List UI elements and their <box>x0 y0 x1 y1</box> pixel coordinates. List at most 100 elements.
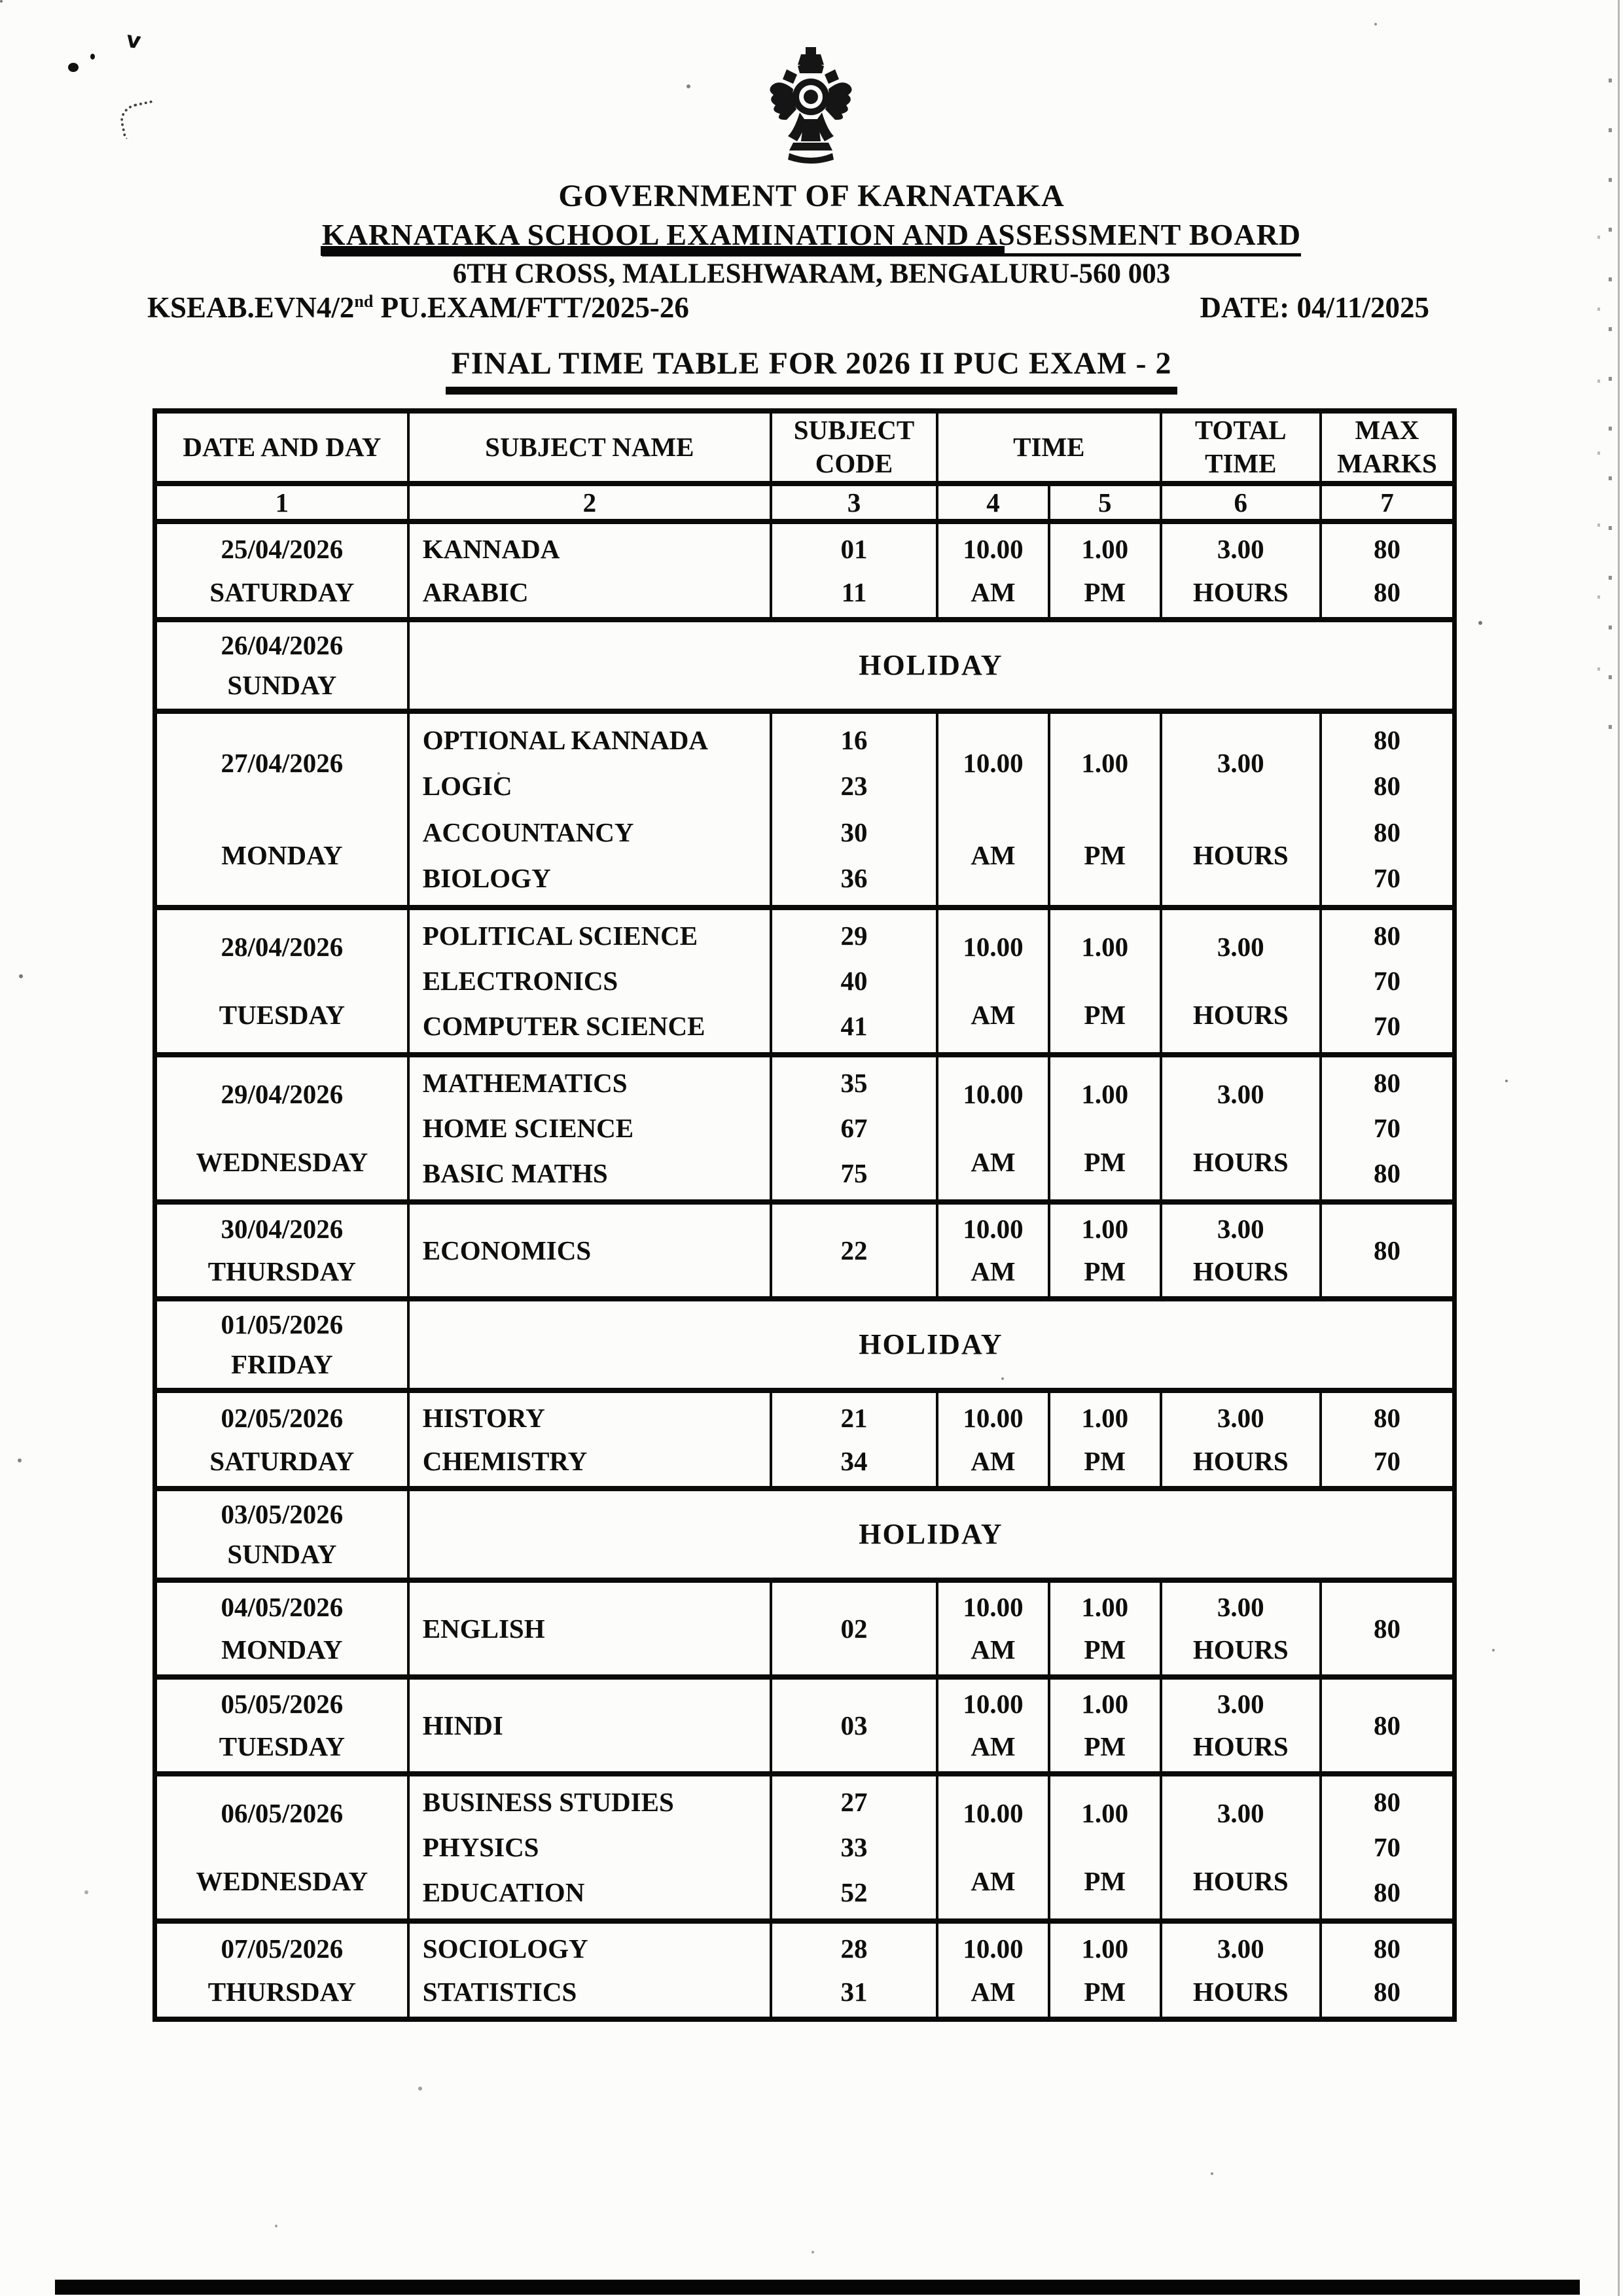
subject-name-cell: HINDI <box>406 1674 772 1776</box>
time-start-cell-line: 10.00 <box>963 1214 1024 1244</box>
scan-speck: v <box>124 26 143 55</box>
subject-name: ENGLISH <box>422 1613 545 1644</box>
subject-name-stack: HISTORY CHEMISTRY <box>410 1396 770 1483</box>
total-time-cell-line: 3.00 <box>1217 1214 1264 1244</box>
max-marks-cell: 80 <box>1319 1199 1456 1301</box>
issue-date: DATE: 04/11/2025 <box>1200 291 1429 324</box>
subject-code-stack: 28 31 <box>772 1927 936 2013</box>
table-row: 01/05/2026 FRIDAY HOLIDAY <box>153 1296 1456 1393</box>
time-end-cell-line: 1.00 <box>1081 932 1129 963</box>
day-value: SUNDAY <box>227 1539 337 1569</box>
time-start-cell: 10.00 AM <box>936 1199 1050 1301</box>
subject-code: 41 <box>840 1011 868 1041</box>
date-day-stack: 01/05/2026 FRIDAY <box>157 1305 407 1385</box>
total-time-cell-stack: 3.00 HOURS <box>1162 1927 1319 2013</box>
total-time-cell-stack: 3.00 HOURS <box>1162 913 1319 1049</box>
max-marks-stack: 80 <box>1322 1208 1452 1293</box>
max-marks: 80 <box>1373 1710 1400 1740</box>
time-start-cell-stack: 10.00 AM <box>938 1927 1048 2013</box>
time-start-cell: 10.00 AM <box>936 1387 1050 1491</box>
subject-name: MATHEMATICS <box>422 1068 628 1098</box>
scan-speck <box>90 54 95 60</box>
date-day-stack: 30/04/2026 THURSDAY <box>157 1208 407 1293</box>
day-value: MONDAY <box>221 840 343 870</box>
total-time-cell-line: 3.00 <box>1217 533 1264 564</box>
max-marks: 80 <box>1373 817 1400 847</box>
time-start-cell-line: 10.00 <box>963 932 1024 963</box>
scanner-bottom-strip <box>55 2280 1580 2295</box>
date-value: 25/04/2026 <box>221 533 344 564</box>
subject-code-stack: 35 67 75 <box>772 1061 936 1196</box>
subject-code-cell: 22 <box>769 1199 939 1301</box>
subject-code-stack: 01 11 <box>772 527 936 614</box>
time-end-cell-stack: 1.00 PM <box>1050 1208 1160 1293</box>
total-time-cell: 3.00 HOURS <box>1159 1577 1322 1680</box>
max-marks: 80 <box>1373 533 1400 564</box>
header-time: TIME <box>936 408 1162 486</box>
subject-code-stack: 27 33 52 <box>772 1780 936 1915</box>
time-start-cell-line: AM <box>971 1634 1016 1665</box>
column-number: 5 <box>1047 480 1162 524</box>
subject-name: EDUCATION <box>422 1877 585 1907</box>
total-time-cell-line: HOURS <box>1192 1146 1289 1177</box>
time-end-cell: 1.00 PM <box>1047 1199 1162 1301</box>
date-day-stack: 05/05/2026 TUESDAY <box>157 1683 407 1768</box>
subject-name-stack: OPTIONAL KANNADA LOGIC ACCOUNTANCY BIOLOGY <box>410 717 770 902</box>
subject-code-cell: 28 31 <box>769 1918 939 2022</box>
subject-name-cell: OPTIONAL KANNADA LOGIC ACCOUNTANCY BIOLOGY <box>406 708 772 910</box>
subject-code: 40 <box>840 966 868 996</box>
subject-name: BIOLOGY <box>422 863 551 894</box>
time-end-cell-line: 1.00 <box>1081 1933 1129 1964</box>
total-time-cell: 3.00 HOURS <box>1159 708 1322 910</box>
subject-code: 31 <box>840 1976 868 2007</box>
max-marks-cell: 80 70 70 <box>1319 904 1456 1057</box>
time-end-cell-stack: 1.00 PM <box>1050 1061 1160 1196</box>
max-marks: 80 <box>1373 1976 1400 2007</box>
total-time-cell: 3.00 HOURS <box>1159 1387 1322 1491</box>
time-start-cell-stack: 10.00 AM <box>938 1061 1048 1196</box>
time-end-cell-line: PM <box>1084 1976 1126 2007</box>
subject-code-stack: 22 <box>772 1208 936 1293</box>
table-row: 05/05/2026 TUESDAY HINDI 03 10.00 AM 1.00 PM 3.0… <box>153 1674 1456 1776</box>
time-start-cell-line: 10.00 <box>963 533 1024 564</box>
max-marks: 80 <box>1373 1613 1400 1644</box>
time-start-cell-line: AM <box>971 1445 1016 1476</box>
subject-name: HISTORY <box>422 1402 545 1433</box>
max-marks: 80 <box>1373 1877 1400 1907</box>
time-end-cell: 1.00 PM <box>1047 1387 1162 1491</box>
max-marks: 70 <box>1373 1113 1400 1143</box>
reference-number: KSEAB.EVN4/2nd PU.EXAM/FTT/2025-26 <box>147 291 689 325</box>
date-day-cell: 27/04/2026 MONDAY <box>153 708 410 910</box>
subject-code-cell: 16 23 30 36 <box>769 708 939 910</box>
subject-name: COMPUTER SCIENCE <box>422 1011 705 1041</box>
date-day-cell: 06/05/2026 WEDNESDAY <box>153 1771 410 1924</box>
date-day-stack: 07/05/2026 THURSDAY <box>157 1927 407 2013</box>
time-start-cell-line: AM <box>971 1865 1016 1896</box>
holiday-cell: HOLIDAY <box>406 1485 1456 1583</box>
time-end-cell-stack: 1.00 PM <box>1050 527 1160 614</box>
date-value: 26/04/2026 <box>221 630 344 660</box>
column-number: 7 <box>1319 480 1456 524</box>
scan-speck <box>68 63 79 72</box>
page-edge-line <box>1618 0 1620 2296</box>
subject-name: BUSINESS STUDIES <box>422 1787 674 1817</box>
max-marks: 80 <box>1373 771 1400 802</box>
table-row: 04/05/2026 MONDAY ENGLISH 02 10.00 AM 1.00 PM 3.… <box>153 1577 1456 1680</box>
time-start-cell: 10.00 AM <box>936 1771 1050 1924</box>
subject-code-cell: 29 40 41 <box>769 904 939 1057</box>
max-marks-stack: 80 70 <box>1322 1396 1452 1483</box>
subject-name: PHYSICS <box>422 1832 539 1862</box>
time-start-cell: 10.00 AM <box>936 1051 1050 1205</box>
subject-code-cell: 27 33 52 <box>769 1771 939 1924</box>
subject-code: 22 <box>840 1235 868 1265</box>
subject-code: 35 <box>840 1068 868 1098</box>
total-time-cell: 3.00 HOURS <box>1159 1918 1322 2022</box>
date-value: 28/04/2026 <box>221 932 344 963</box>
subject-name: ACCOUNTANCY <box>422 817 634 847</box>
time-start-cell-stack: 10.00 AM <box>938 527 1048 614</box>
time-start-cell-stack: 10.00 AM <box>938 1683 1048 1768</box>
time-start-cell-line: 10.00 <box>963 1689 1024 1719</box>
address-line: 6TH CROSS, MALLESHWARAM, BENGALURU-560 0… <box>452 258 1171 289</box>
subject-name-stack: POLITICAL SCIENCE ELECTRONICS COMPUTER SCI… <box>410 913 770 1049</box>
scan-edge-noise <box>1597 236 1600 694</box>
